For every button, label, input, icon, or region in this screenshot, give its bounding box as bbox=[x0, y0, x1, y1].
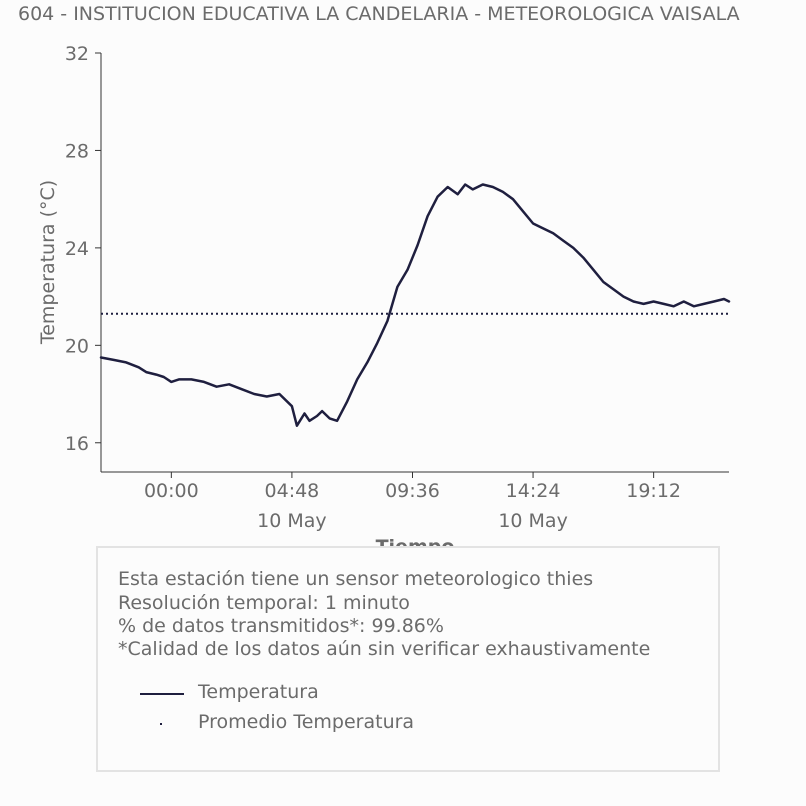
legend-solid-line-icon bbox=[140, 693, 184, 695]
series-layer bbox=[99, 183, 731, 427]
x-tick-label: 19:12 bbox=[626, 480, 681, 502]
y-tick-label: 24 bbox=[65, 238, 89, 260]
info-box: Esta estación tiene un sensor meteorolog… bbox=[96, 546, 720, 772]
legend-dotted-line-icon bbox=[160, 723, 162, 725]
x-tick-date-label: 10 May bbox=[257, 510, 327, 532]
axes bbox=[100, 53, 729, 473]
series-temperatura-line bbox=[99, 183, 731, 427]
y-tick-label: 28 bbox=[65, 140, 89, 162]
info-quality-note: *Calidad de los datos aún sin verificar … bbox=[118, 638, 651, 660]
chart-title: 604 - INSTITUCION EDUCATIVA LA CANDELARI… bbox=[18, 3, 740, 25]
x-tick-label: 09:36 bbox=[385, 480, 440, 502]
temperature-chart: 16 20 24 28 32 00:00 04:48 10 May 09:36 14:24 10 M… bbox=[37, 43, 731, 558]
info-resolution: Resolución temporal: 1 minuto bbox=[118, 592, 410, 614]
info-transmission: % de datos transmitidos*: 99.86% bbox=[118, 615, 444, 637]
y-tick-label: 16 bbox=[65, 433, 89, 455]
legend-promedio-temperatura: Promedio Temperatura bbox=[198, 711, 415, 733]
x-tick-label: 00:00 bbox=[144, 480, 199, 502]
tick-layer: 16 20 24 28 32 00:00 04:48 10 May 09:36 14:24 10 M… bbox=[65, 43, 681, 532]
x-tick-label: 14:24 bbox=[506, 480, 561, 502]
legend-temperatura: Temperatura bbox=[198, 681, 319, 703]
y-tick-label: 20 bbox=[65, 335, 89, 357]
info-sensor: Esta estación tiene un sensor meteorolog… bbox=[118, 568, 594, 590]
y-axis-label: Temperatura (°C) bbox=[37, 180, 59, 345]
x-tick-label: 04:48 bbox=[265, 480, 320, 502]
y-tick-label: 32 bbox=[65, 43, 89, 65]
x-tick-date-label: 10 May bbox=[498, 510, 568, 532]
